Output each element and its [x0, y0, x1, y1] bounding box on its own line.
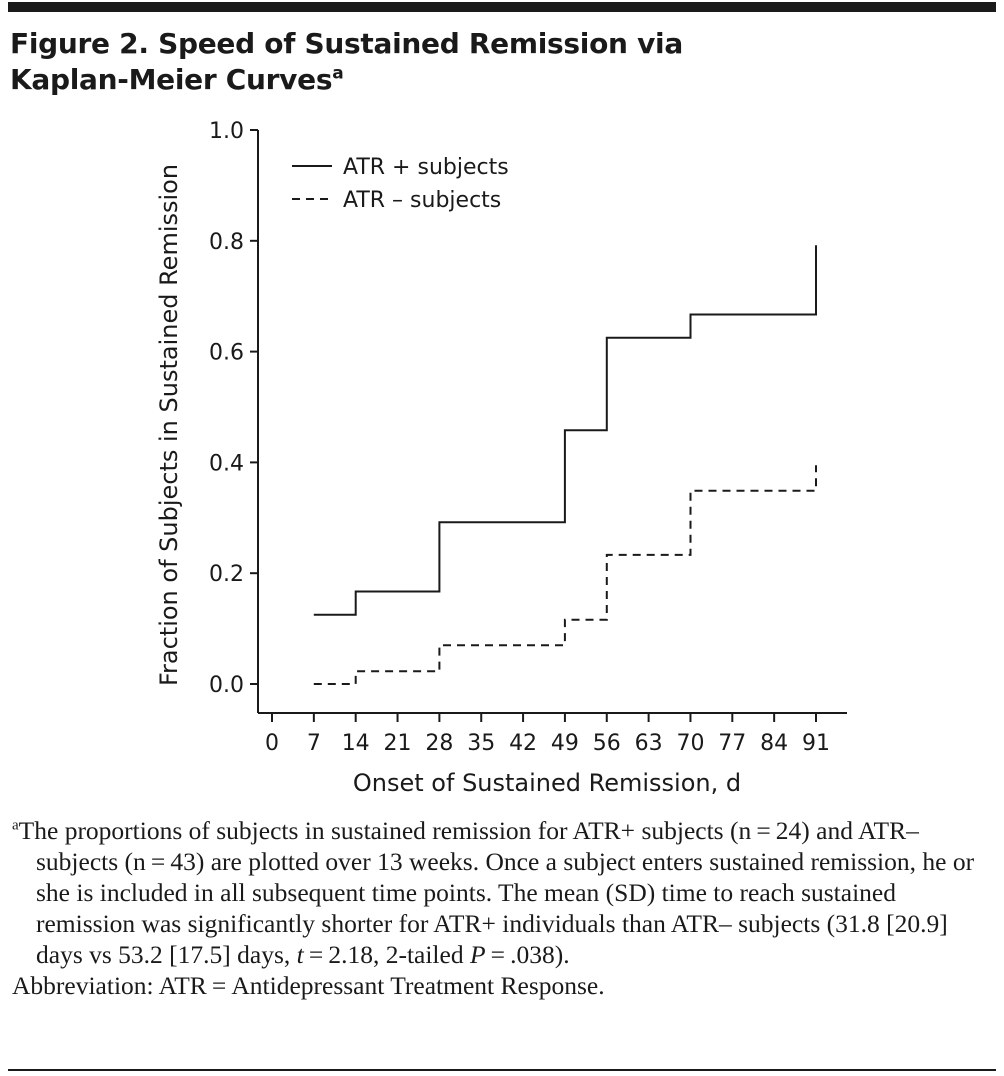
kaplan-meier-chart: 0.0 0.2 0.4 0.6 0.8 1.0 0 7 14 21 28 35 42 49 56 63 70 77… [155, 119, 847, 797]
x-tick-label: 49 [551, 731, 579, 756]
legend-label-atr-negative: ATR – subjects [343, 188, 501, 213]
t-value: = 2.18, 2-tailed [303, 940, 470, 969]
x-tick-label: 14 [342, 731, 370, 756]
y-tick-label: 0.8 [209, 230, 244, 255]
caption-footnote: aThe proportions of subjects in sustaine… [12, 815, 987, 970]
figure-title-line2: Kaplan-Meier Curvesa [10, 62, 910, 98]
t-symbol: t [296, 940, 304, 969]
top-rule [8, 2, 996, 12]
caption-abbreviation: Abbreviation: ATR = Antidepressant Treat… [12, 971, 605, 1000]
x-tick-label: 56 [593, 731, 621, 756]
p-symbol: P [469, 940, 486, 969]
bottom-rule [8, 1069, 996, 1071]
p-value: = .038). [485, 940, 570, 969]
x-axis-label: Onset of Sustained Remission, d [353, 769, 741, 797]
legend: ATR + subjects ATR – subjects [292, 155, 509, 213]
figure-title-line1: Figure 2. Speed of Sustained Remission v… [10, 27, 683, 60]
figure-title: Figure 2. Speed of Sustained Remission v… [10, 26, 910, 98]
x-tick-label: 28 [425, 731, 453, 756]
footnote-marker: a [12, 817, 19, 834]
footnote-text: The proportions of subjects in sustained… [18, 816, 975, 969]
x-tick-label: 7 [307, 731, 321, 756]
axes: 0.0 0.2 0.4 0.6 0.8 1.0 0 7 14 21 28 35 42 49 56 63 70 77… [209, 119, 847, 756]
x-tick-label: 77 [718, 731, 746, 756]
x-tick-label: 84 [760, 731, 788, 756]
series-line-atr-positive [313, 245, 817, 616]
x-tick-label: 42 [509, 731, 537, 756]
y-tick-label: 0.0 [209, 673, 244, 698]
series-line-atr-negative [313, 465, 817, 685]
y-tick-label: 0.2 [209, 562, 244, 587]
x-tick-label: 63 [635, 731, 663, 756]
figure-title-line2-text: Kaplan-Meier Curves [10, 63, 333, 96]
series-group [313, 245, 817, 685]
y-tick-label: 0.4 [209, 451, 244, 476]
x-tick-label: 91 [802, 731, 830, 756]
x-tick-label: 0 [265, 731, 279, 756]
figure-title-superscript: a [332, 63, 344, 84]
y-axis-label: Fraction of Subjects in Sustained Remiss… [155, 164, 183, 686]
figure-caption: aThe proportions of subjects in sustaine… [12, 815, 987, 1001]
legend-label-atr-positive: ATR + subjects [343, 155, 509, 180]
x-tick-label: 70 [676, 731, 704, 756]
y-tick-label: 1.0 [209, 119, 244, 144]
y-tick-label: 0.6 [209, 341, 244, 366]
x-tick-label: 35 [467, 731, 495, 756]
x-tick-label: 21 [384, 731, 412, 756]
